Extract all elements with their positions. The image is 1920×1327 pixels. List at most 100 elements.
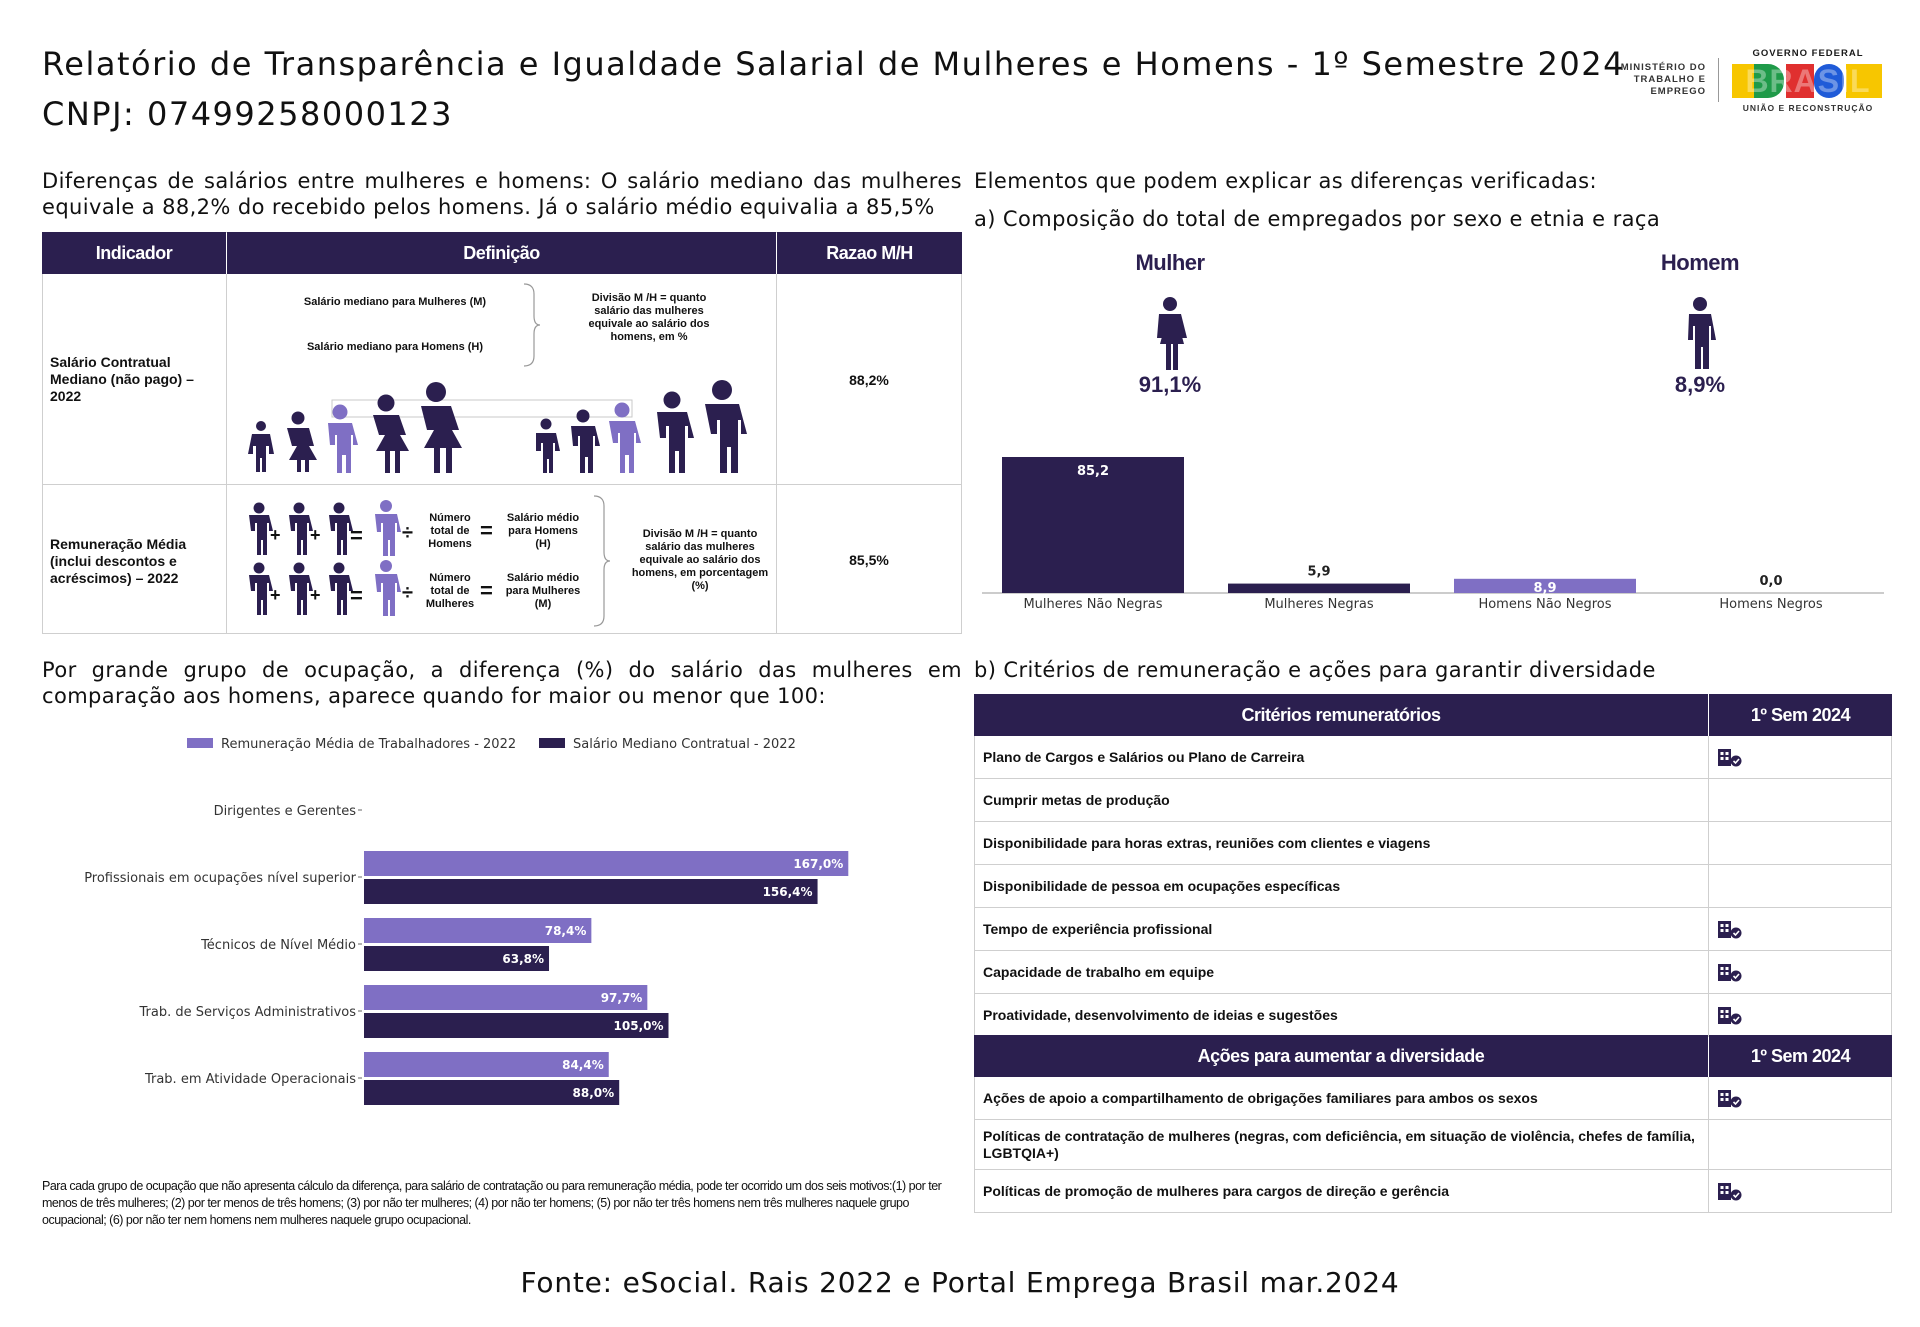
criteria-row: Plano de Cargos e Salários ou Plano de C… (974, 736, 1892, 779)
occ-bar-0-3 (364, 985, 648, 1010)
diversity-status-cell (1709, 1170, 1891, 1212)
criteria-status-cell (1709, 994, 1891, 1036)
diversity-header: Ações para aumentar a diversidade (974, 1035, 1708, 1077)
occupation-bar-chart: Remuneração Média de Trabalhadores - 202… (84, 737, 849, 1105)
occ-category-label-2: Técnicos de Nível Médio (200, 938, 356, 953)
op-plus-1: + (270, 525, 281, 545)
diversity-row: Políticas de promoção de mulheres para c… (974, 1170, 1892, 1213)
comp-bar-2 (1454, 578, 1636, 593)
op-div-1: ÷ (402, 522, 413, 544)
criteria-label: Plano de Cargos e Salários ou Plano de C… (975, 736, 1709, 778)
comp-category-label-1: Mulheres Negras (1264, 597, 1374, 612)
ministry-logo: MINISTÉRIO DO TRABALHO E EMPREGO (1620, 62, 1706, 97)
def-num-mulheres: Número total de Mulheres (425, 572, 475, 610)
mulher-label: Mulher (1135, 250, 1205, 275)
building-check-icon (1718, 1090, 1742, 1108)
op-plus-4: + (310, 585, 321, 605)
criteria-header-sem: 1º Sem 2024 (1709, 694, 1892, 736)
criteria-status-cell (1709, 951, 1891, 993)
footnote: Para cada grupo de ocupação que não apre… (42, 1179, 942, 1227)
occ-bar-1-1 (364, 879, 818, 904)
comp-category-label-0: Mulheres Não Negras (1023, 597, 1162, 612)
logo-block-green (1754, 64, 1784, 98)
homem-pct: 8,9% (1674, 372, 1726, 397)
legend-swatch-0 (187, 738, 213, 748)
page-title: Relatório de Transparência e Igualdade S… (42, 45, 1625, 83)
diversity-row: Políticas de contratação de mulheres (ne… (974, 1120, 1892, 1170)
brace2-icon (593, 495, 611, 627)
comp-value-label-0: 85,2 (1077, 464, 1109, 479)
man-icon (1688, 297, 1716, 369)
op-eq-1: = (350, 523, 363, 548)
occ-value-label-0-3: 97,7% (601, 991, 643, 1005)
gov-logo: GOVERNO FEDERAL BRASIL UNIÃO E RECONSTRU… (1728, 48, 1888, 113)
comp-bar-1 (1228, 583, 1410, 593)
row-divider (42, 484, 962, 485)
criteria-status-cell (1709, 908, 1891, 950)
logo-block-red (1786, 64, 1814, 98)
occ-category-label-0: Dirigentes e Gerentes (214, 804, 357, 819)
building-check-icon (1718, 921, 1742, 939)
building-check-icon (1718, 749, 1742, 767)
occ-bar-1-2 (364, 946, 550, 971)
criteria-status-cell (1709, 865, 1891, 907)
formula-figures-icon (249, 500, 401, 616)
col-divider-2 (776, 274, 777, 634)
people-figures-icon (248, 380, 747, 473)
diversity-header-sem: 1º Sem 2024 (1709, 1035, 1892, 1077)
occ-value-label-1-3: 105,0% (614, 1019, 664, 1033)
col-divider-1 (226, 274, 227, 634)
def-sal-mulheres: Salário médio para Mulheres (M) (505, 572, 581, 610)
woman-icon (1157, 297, 1187, 370)
occupation-intro: Por grande grupo de ocupação, a diferenç… (42, 658, 962, 708)
occ-category-label-4: Trab. em Atividade Operacionais (144, 1072, 356, 1087)
criteria-status-cell (1709, 779, 1891, 821)
legend-label-1: Salário Mediano Contratual - 2022 (573, 737, 796, 752)
logo-block-blue (1814, 64, 1844, 98)
op-eq-2: = (480, 518, 493, 543)
legend-label-0: Remuneração Média de Trabalhadores - 202… (221, 737, 516, 752)
comp-value-label-1: 5,9 (1307, 565, 1330, 580)
indicator-mediano: Salário Contratual Mediano (não pago) – … (50, 354, 194, 404)
occ-bar-1-4 (364, 1080, 620, 1105)
op-eq-4: = (480, 578, 493, 603)
def-num-homens: Número total de Homens (428, 512, 472, 550)
occ-bar-1-3 (364, 1013, 669, 1038)
col-header-indicador: Indicador (42, 232, 226, 274)
gov-logo-word: BRASIL (1745, 63, 1871, 99)
occ-value-label-0-4: 84,4% (562, 1058, 604, 1072)
criteria-row: Cumprir metas de produção (974, 779, 1892, 822)
occ-value-label-1-1: 156,4% (763, 885, 813, 899)
op-eq-3: = (350, 583, 363, 608)
diversity-label: Ações de apoio a compartilhamento de obr… (975, 1077, 1709, 1119)
comp-value-label-2: 8,9 (1533, 581, 1556, 596)
occ-value-label-1-2: 63,8% (502, 952, 544, 966)
composition-heading: a) Composição do total de empregados por… (974, 207, 1661, 231)
op-plus-2: + (310, 525, 321, 545)
criteria-row: Disponibilidade para horas extras, reuni… (974, 822, 1892, 865)
comp-category-label-3: Homens Negros (1719, 597, 1823, 612)
building-check-icon (1718, 964, 1742, 982)
criteria-label: Proatividade, desenvolvimento de ideias … (975, 994, 1709, 1036)
right-intro: Elementos que podem explicar as diferenç… (974, 169, 1597, 193)
comp-bar-0 (1002, 457, 1184, 593)
comp-value-label-3: 0,0 (1759, 574, 1782, 589)
criteria-row: Proatividade, desenvolvimento de ideias … (974, 994, 1892, 1037)
col-header-razao: Razao M/H (777, 232, 962, 274)
criteria-label: Cumprir metas de produção (975, 779, 1709, 821)
building-check-icon (1718, 1183, 1742, 1201)
gov-logo-bottom: UNIÃO E RECONSTRUÇÃO (1742, 103, 1874, 113)
diversity-row: Ações de apoio a compartilhamento de obr… (974, 1077, 1892, 1120)
ratio-mediano: 88,2% (849, 372, 889, 388)
legend-swatch-1 (539, 738, 565, 748)
criteria-label: Disponibilidade de pessoa em ocupações e… (975, 865, 1709, 907)
ratio-media: 85,5% (849, 552, 889, 568)
criteria-label: Capacidade de trabalho em equipe (975, 951, 1709, 993)
logo-block-yellow (1732, 64, 1758, 98)
criteria-header: Critérios remuneratórios (974, 694, 1708, 736)
criteria-label: Tempo de experiência profissional (975, 908, 1709, 950)
occ-value-label-0-2: 78,4% (545, 924, 587, 938)
homem-label: Homem (1660, 250, 1740, 275)
left-intro: Diferenças de salários entre mulheres e … (42, 169, 962, 219)
occ-value-label-0-1: 167,0% (793, 857, 843, 871)
